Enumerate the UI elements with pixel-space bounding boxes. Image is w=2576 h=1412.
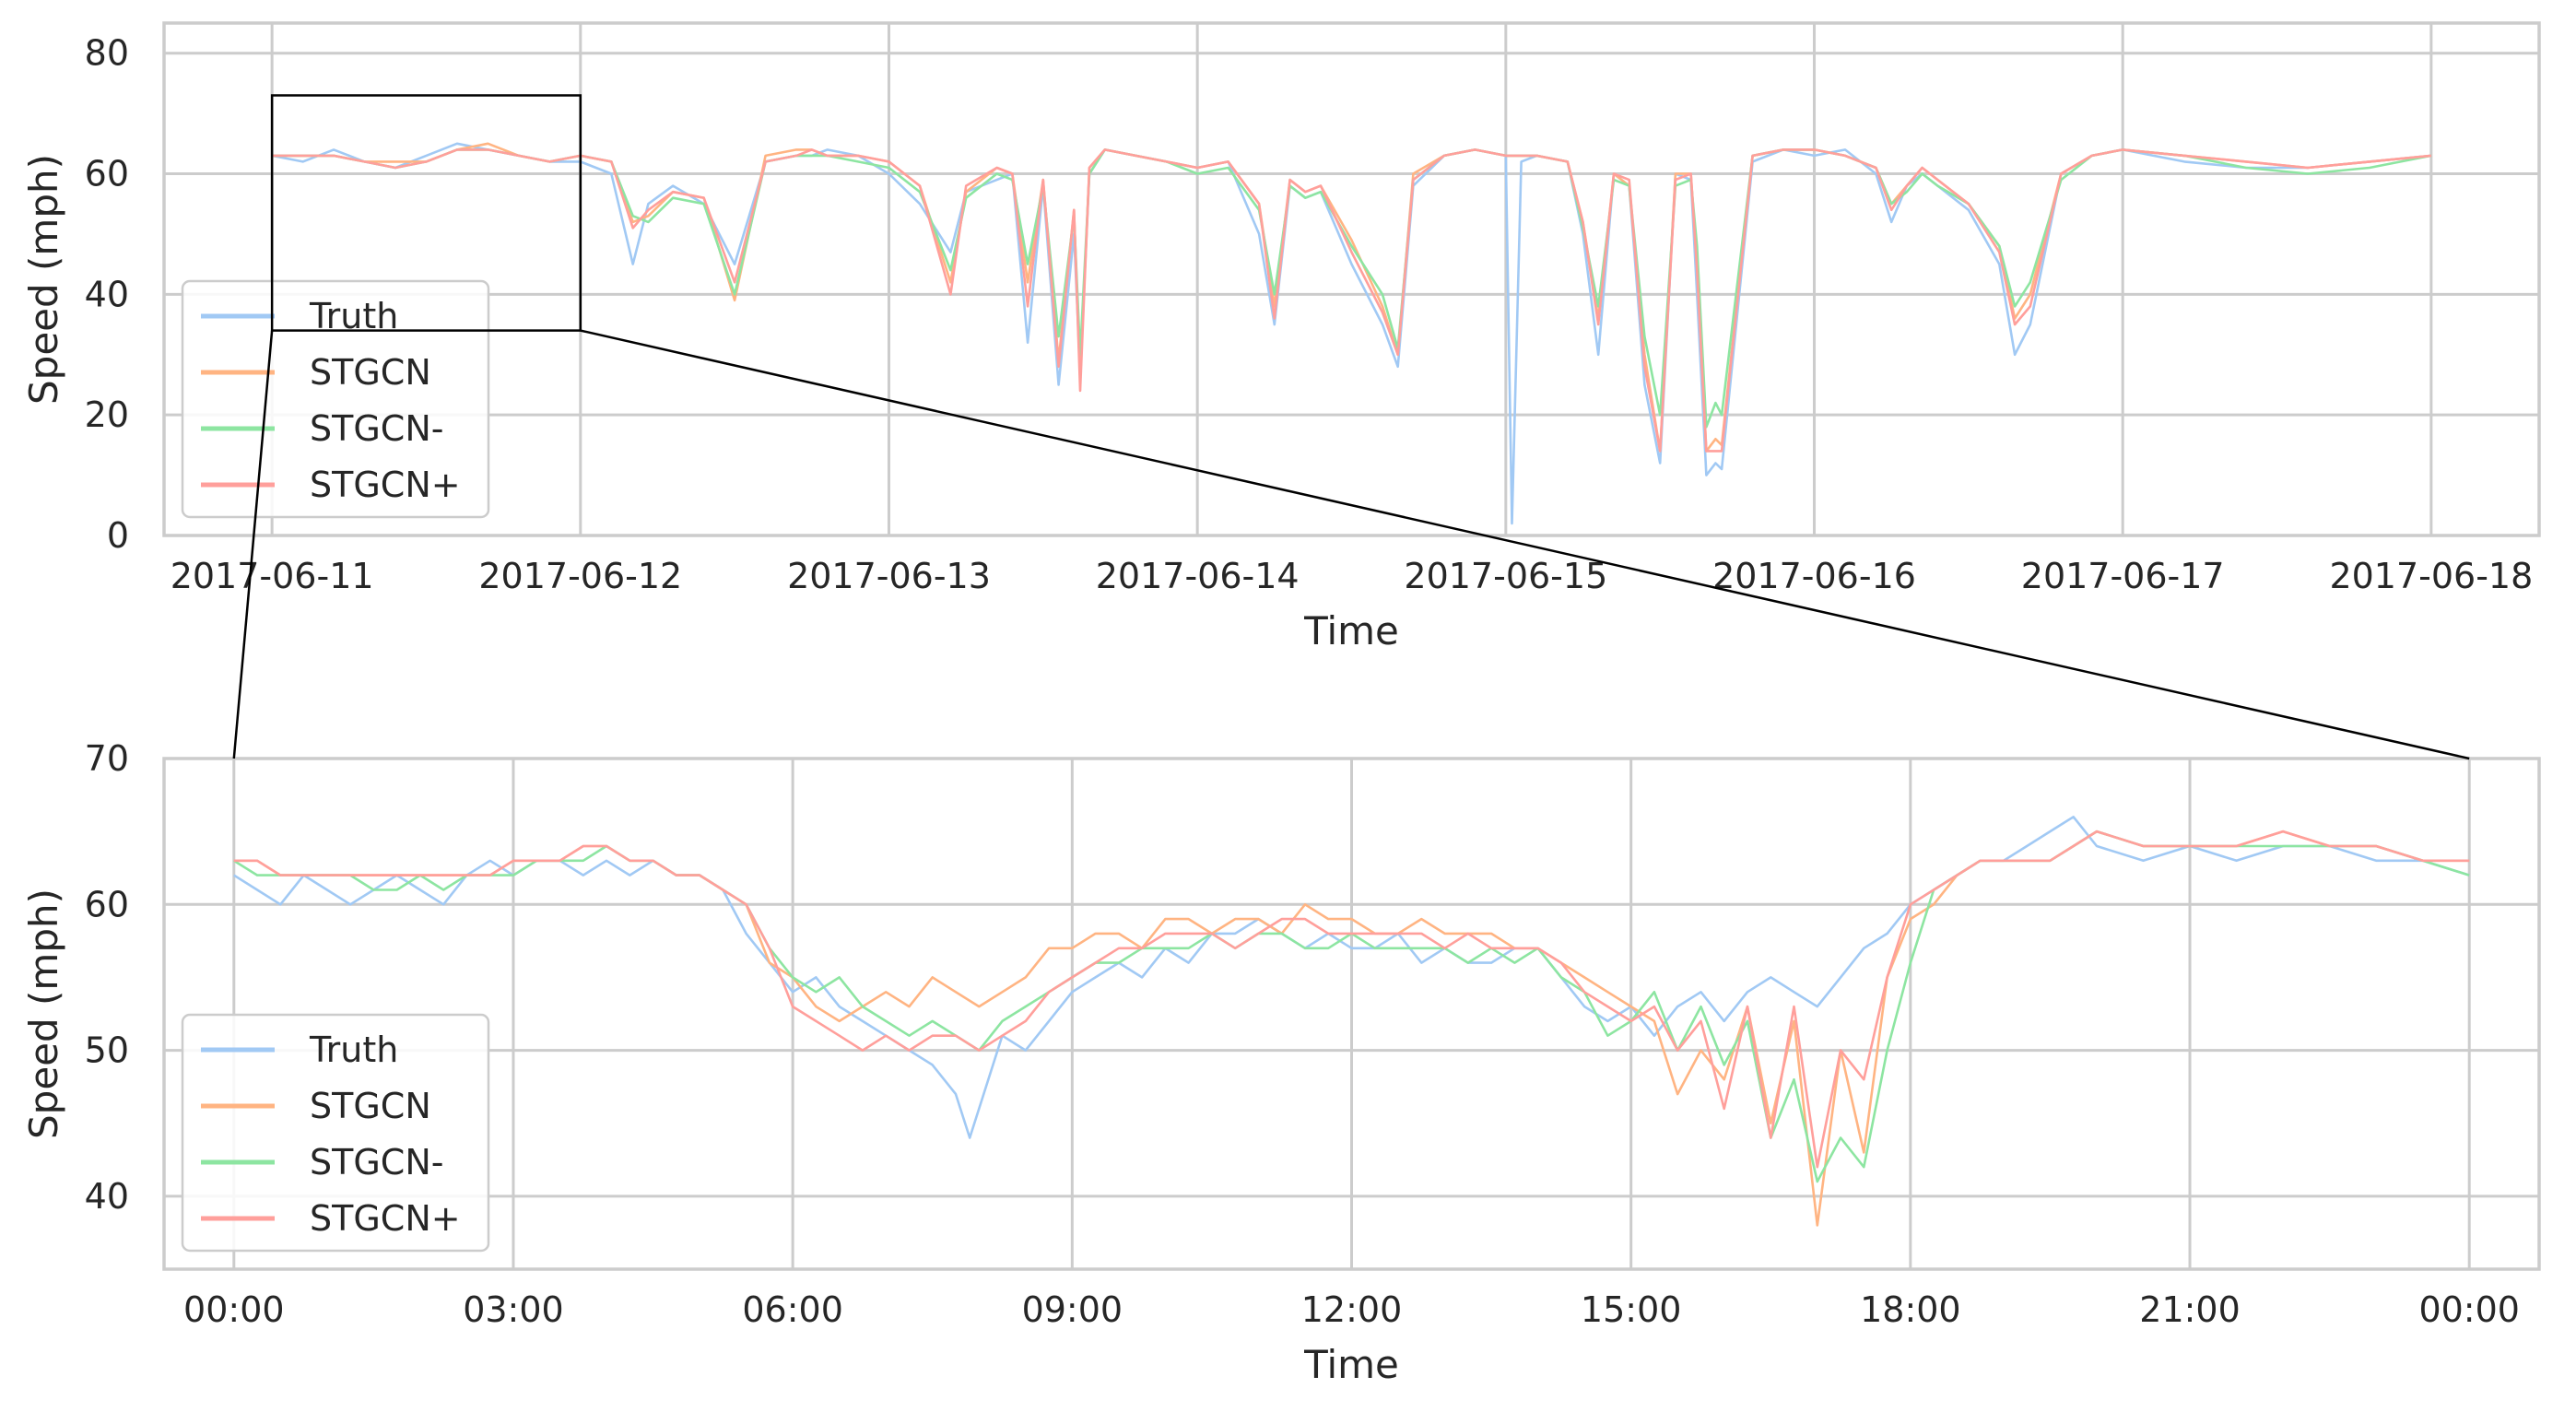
x-tick-label: 00:00 [183,1289,285,1330]
top-panel-weekly: 2017-06-11 2017-06-12 2017-06-13 2017-06-14… [21,21,2541,653]
y-tick-label: 40 [85,1176,129,1217]
y-tick-label: 70 [85,738,129,779]
series-line-stgcn-plus [272,148,2432,453]
x-tick-label: 2017-06-15 [1404,556,1607,596]
x-tick-label: 03:00 [463,1289,564,1330]
x-tick-label: 21:00 [2139,1289,2241,1330]
y-tick-label: 20 [85,394,129,435]
x-tick-label: 2017-06-13 [787,556,991,596]
plot-frame [162,21,2541,537]
series-line-stgcn-minus [272,148,2432,429]
y-tick-label: 80 [85,33,129,74]
legend-label-stgcn-minus: STGCN- [310,1142,443,1183]
series-line-stgcn-plus [233,830,2470,1169]
x-tick-label: 2017-06-14 [1096,556,1300,596]
zoom-region-box [270,94,582,332]
y-tick-label: 60 [85,154,129,194]
series-line-stgcn [272,142,2432,453]
y-tick-label: 60 [85,884,129,924]
x-tick-label: 18:00 [1860,1289,1961,1330]
x-axis-label: Time [1303,608,1399,653]
zoom-connector-right [580,329,2470,760]
x-tick-label: 2017-06-18 [2329,556,2533,596]
legend-label-stgcn-plus: STGCN+ [310,1198,461,1239]
legend-box [181,1013,490,1253]
legend-label-stgcn-plus: STGCN+ [310,465,461,505]
y-tick-label: 40 [85,274,129,314]
x-tick-label: 2017-06-12 [478,556,682,596]
x-tick-label: 00:00 [2418,1289,2520,1330]
plot-frame [162,757,2541,1271]
y-axis-label: Speed (mph) [21,888,66,1139]
x-tick-label: 12:00 [1301,1289,1403,1330]
legend-label-stgcn-minus: STGCN- [310,408,443,449]
y-tick-label: 0 [107,515,129,556]
legend-label-stgcn: STGCN [310,1086,431,1126]
x-tick-label: 2017-06-16 [1712,556,1916,596]
x-tick-label: 2017-06-11 [171,556,374,596]
x-axis-label: Time [1303,1342,1399,1387]
y-tick-label: 50 [85,1030,129,1071]
legend-label-stgcn: STGCN [310,352,431,393]
legend-box [181,279,490,519]
zoom-connector-lines [232,94,2470,760]
zoom-connector-left [232,330,274,759]
legend-label-truth: Truth [309,1030,398,1070]
x-tick-label: 2017-06-17 [2021,556,2225,596]
x-tick-label: 06:00 [742,1289,843,1330]
y-axis-label: Speed (mph) [21,154,66,405]
x-tick-label: 09:00 [1022,1289,1123,1330]
bottom-panel-zoomed-day: 00:00 03:00 06:00 09:00 12:00 15:00 18:00 21:00… [21,738,2541,1387]
legend: Truth STGCN STGCN- STGCN+ [181,1013,490,1253]
x-tick-label: 15:00 [1581,1289,1682,1330]
